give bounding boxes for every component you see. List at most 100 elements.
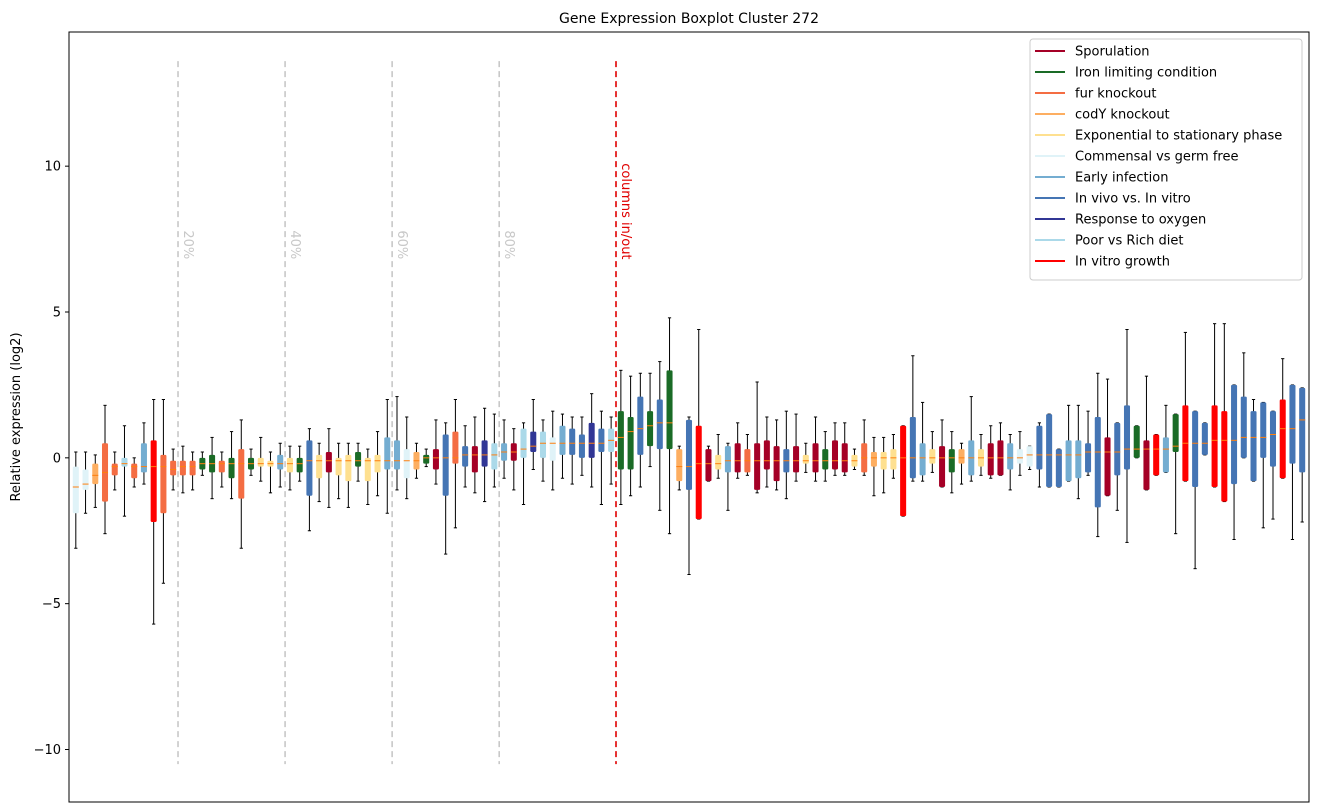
box: [1260, 401, 1267, 529]
box: [140, 422, 147, 485]
box: [82, 451, 89, 514]
box-body: [1055, 449, 1062, 487]
box: [977, 434, 985, 476]
box: [958, 442, 965, 485]
box-body: [355, 452, 362, 467]
box: [228, 431, 235, 500]
box: [1192, 410, 1199, 570]
y-tick-label: −10: [34, 743, 61, 758]
box: [705, 445, 712, 482]
box-body: [1231, 384, 1238, 485]
box: [1123, 329, 1131, 543]
divider-label: 80%: [501, 230, 516, 259]
legend-label: Commensal vs germ free: [1075, 150, 1238, 165]
box-body: [403, 449, 410, 479]
box-body: [870, 452, 877, 467]
box: [968, 396, 975, 482]
box-body: [1162, 437, 1169, 473]
box: [335, 442, 342, 500]
box-body: [666, 370, 673, 450]
box: [306, 428, 313, 532]
box: [569, 416, 576, 485]
box-body: [92, 463, 99, 485]
box-body: [432, 449, 439, 470]
box-body: [238, 449, 245, 499]
box-body: [131, 463, 138, 479]
box: [1221, 323, 1228, 503]
box-body: [822, 449, 829, 470]
box: [715, 434, 722, 479]
box-body: [423, 454, 430, 464]
box: [1279, 358, 1286, 479]
box-body: [140, 443, 147, 473]
box-body: [72, 466, 79, 514]
box: [773, 419, 780, 491]
box: [831, 422, 839, 476]
box-body: [335, 457, 342, 476]
box-body: [1046, 414, 1053, 487]
box-body: [179, 460, 186, 476]
box: [247, 448, 255, 476]
box-body: [170, 460, 177, 476]
legend-entry: In vivo vs. In vitro: [1035, 192, 1191, 207]
box: [1240, 352, 1247, 459]
box: [160, 399, 167, 584]
box-body: [452, 431, 459, 464]
divider-label: 60%: [394, 230, 409, 259]
box: [325, 428, 332, 508]
box: [432, 419, 439, 485]
box: [647, 372, 654, 468]
box-body: [569, 428, 576, 455]
box-body: [316, 454, 323, 479]
box-body: [598, 428, 605, 452]
legend-label: Iron limiting condition: [1075, 66, 1217, 81]
box: [501, 419, 508, 479]
box: [384, 399, 391, 514]
box: [1269, 410, 1277, 520]
box: [676, 445, 683, 491]
box: [909, 355, 916, 482]
box-body: [296, 457, 303, 473]
box-body: [958, 449, 965, 464]
chart-title: Gene Expression Boxplot Cluster 272: [559, 11, 819, 27]
box: [1289, 384, 1296, 540]
box-body: [462, 446, 469, 467]
box: [890, 434, 897, 479]
legend-entry: Early infection: [1035, 171, 1168, 186]
box-body: [549, 437, 556, 461]
box: [539, 419, 547, 482]
box-body: [1007, 443, 1014, 470]
box-body: [627, 417, 634, 470]
box-body: [82, 469, 89, 490]
box-body: [715, 454, 722, 470]
box-body: [277, 454, 284, 470]
box: [413, 442, 420, 479]
box: [987, 425, 994, 479]
box: [627, 375, 634, 497]
box-body: [384, 437, 391, 470]
box: [510, 428, 517, 491]
box: [131, 457, 138, 488]
box-body: [325, 452, 332, 473]
box-body: [1133, 425, 1140, 458]
box-body: [773, 446, 780, 482]
box-body: [228, 457, 235, 479]
box: [793, 413, 800, 482]
box: [355, 442, 362, 482]
box: [870, 436, 877, 497]
box: [111, 451, 118, 491]
box: [754, 381, 761, 494]
box: [520, 422, 527, 505]
box-body: [919, 443, 926, 476]
box: [1026, 445, 1033, 470]
box-body: [374, 454, 381, 473]
box: [150, 399, 157, 625]
box-body: [1143, 440, 1150, 490]
box-body: [345, 454, 352, 482]
box-body: [1123, 405, 1131, 470]
box-body: [150, 440, 157, 522]
box: [559, 413, 566, 479]
y-tick-label: 0: [53, 451, 61, 466]
box: [588, 393, 595, 488]
legend-entry: codY knockout: [1035, 108, 1170, 123]
